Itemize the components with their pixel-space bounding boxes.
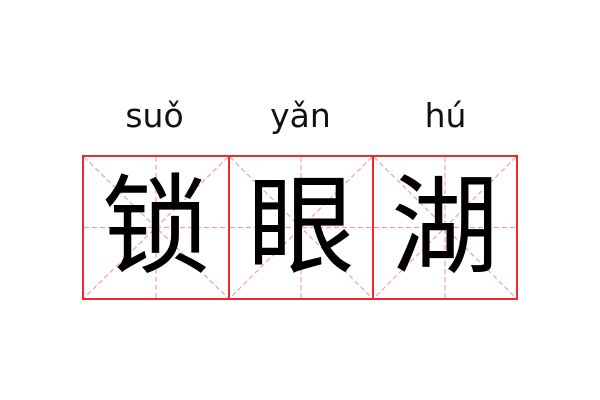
grid-guides	[374, 157, 516, 298]
pinyin-2: yǎn	[270, 96, 331, 135]
guide-line-diagonal	[374, 157, 516, 298]
pinyin-1: suǒ	[125, 96, 184, 135]
grid-guides	[230, 157, 372, 298]
guide-line-diagonal	[230, 157, 372, 298]
grid-guides	[84, 157, 228, 298]
character-cell-3: 湖	[371, 157, 516, 298]
hanzi-3: 湖	[390, 164, 499, 290]
hanzi-1: 锁	[101, 164, 210, 290]
character-grid: 锁 眼 湖	[82, 155, 518, 300]
character-cell-2: 眼	[227, 157, 372, 298]
guide-line-diagonal	[84, 157, 228, 298]
hanzi-2: 眼	[246, 164, 355, 290]
pinyin-3: hú	[424, 96, 467, 135]
character-cell-1: 锁	[84, 157, 228, 298]
